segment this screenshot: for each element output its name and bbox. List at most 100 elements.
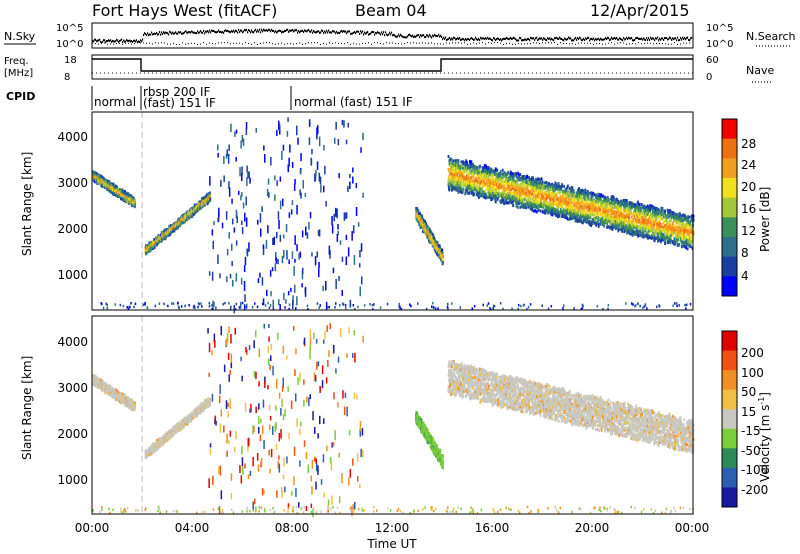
- scatter-cell: [450, 186, 453, 190]
- noise-search-point: [305, 43, 306, 45]
- noise-search-point: [293, 43, 294, 45]
- scatter-cell: [579, 198, 582, 202]
- noise-search-point: [131, 43, 132, 45]
- noise-point: [350, 32, 352, 35]
- scatter-cell: [557, 182, 560, 186]
- noise-search-point: [407, 42, 408, 44]
- scatter-cell: [454, 173, 457, 177]
- scatter-cell: [574, 193, 576, 197]
- scatter-cell: [157, 240, 160, 244]
- noise-point: [439, 35, 441, 38]
- noise-search-point: [140, 42, 141, 44]
- scatter-cell: [494, 193, 497, 197]
- noise-point: [213, 30, 215, 32]
- noise-search-point: [587, 42, 588, 44]
- scatter-cell: [515, 197, 517, 201]
- scatter-cell: [545, 209, 548, 213]
- noise-point: [470, 37, 472, 40]
- scatter-cell: [601, 219, 604, 223]
- noise-point: [337, 32, 339, 35]
- noise-point: [248, 29, 250, 31]
- noise-point: [574, 37, 576, 40]
- noise-point: [322, 30, 324, 32]
- scatter-cell: [514, 195, 517, 199]
- scatter-cell: [480, 191, 482, 195]
- scatter-cell: [205, 193, 208, 197]
- noise-search-point: [209, 42, 210, 44]
- noise-search-point: [689, 42, 690, 44]
- scatter-cell: [486, 186, 489, 190]
- scatter-cell: [566, 217, 569, 221]
- scatter-cell: [583, 201, 585, 205]
- noise-point: [586, 38, 588, 41]
- noise-search-point: [626, 43, 627, 45]
- noise-point: [343, 30, 345, 32]
- scatter-cell: [458, 181, 461, 185]
- scatter-cell: [560, 187, 563, 191]
- scatter-cell: [590, 222, 593, 226]
- scatter-cell: [596, 197, 598, 201]
- scatter-cell: [558, 196, 561, 200]
- noise-point: [156, 32, 158, 34]
- scatter-cell: [522, 189, 525, 193]
- noise-point: [258, 30, 260, 33]
- scatter-cell: [515, 193, 517, 197]
- scatter-cell: [588, 192, 590, 196]
- scatter-cell: [531, 208, 534, 212]
- noise-search-point: [338, 42, 339, 44]
- scatter-cell: [601, 216, 604, 220]
- scatter-cell: [597, 207, 599, 211]
- scatter-cell: [569, 208, 572, 212]
- noise-point: [421, 35, 423, 37]
- scatter-cell: [504, 187, 507, 191]
- noise-point: [464, 39, 466, 42]
- noise-point: [333, 30, 335, 33]
- noise-point: [676, 39, 678, 42]
- noise-point: [611, 36, 613, 39]
- scatter-cell: [477, 171, 479, 175]
- noise-point: [116, 38, 118, 41]
- noise-point: [667, 38, 669, 41]
- noise-point: [379, 32, 381, 35]
- noise-point: [426, 34, 428, 37]
- noise-point: [411, 35, 413, 38]
- scatter-cell: [528, 177, 531, 181]
- noise-point: [284, 29, 286, 32]
- noise-search-point: [323, 42, 324, 44]
- scatter-cell: [480, 184, 483, 188]
- scatter-cell: [584, 209, 587, 213]
- scatter-cell: [101, 175, 103, 179]
- scatter-cell: [201, 198, 204, 202]
- scatter-cell: [580, 205, 583, 209]
- noise-point: [530, 36, 532, 39]
- noise-point: [402, 35, 404, 38]
- scatter-cell: [554, 210, 556, 214]
- noise-point: [433, 35, 435, 38]
- scatter-cell: [478, 174, 481, 178]
- noise-search-point: [596, 43, 597, 45]
- noise-point: [230, 31, 232, 34]
- noise-point: [291, 29, 293, 32]
- noise-point: [678, 39, 680, 42]
- noise-search-point: [176, 44, 177, 45]
- noise-point: [490, 37, 492, 40]
- scatter-cell: [483, 173, 486, 177]
- scatter-cell: [596, 210, 599, 214]
- scatter-cell: [486, 187, 488, 191]
- noise-point: [181, 32, 183, 35]
- noise-point: [98, 39, 100, 42]
- noise-search-point: [164, 42, 165, 44]
- noise-point: [483, 37, 485, 40]
- noise-search-point: [491, 42, 492, 44]
- scatter-cell: [558, 213, 561, 217]
- scatter-cell: [576, 220, 579, 223]
- noise-search-point: [212, 43, 213, 44]
- noise-point: [118, 41, 120, 43]
- noise-point: [363, 33, 365, 36]
- noise-point: [639, 37, 641, 40]
- noise-point: [237, 31, 239, 34]
- noise-search-point: [365, 42, 366, 44]
- scatter-cell: [425, 223, 428, 227]
- noise-right-tick-bottom: 10^0: [706, 39, 733, 50]
- noise-point: [509, 37, 511, 40]
